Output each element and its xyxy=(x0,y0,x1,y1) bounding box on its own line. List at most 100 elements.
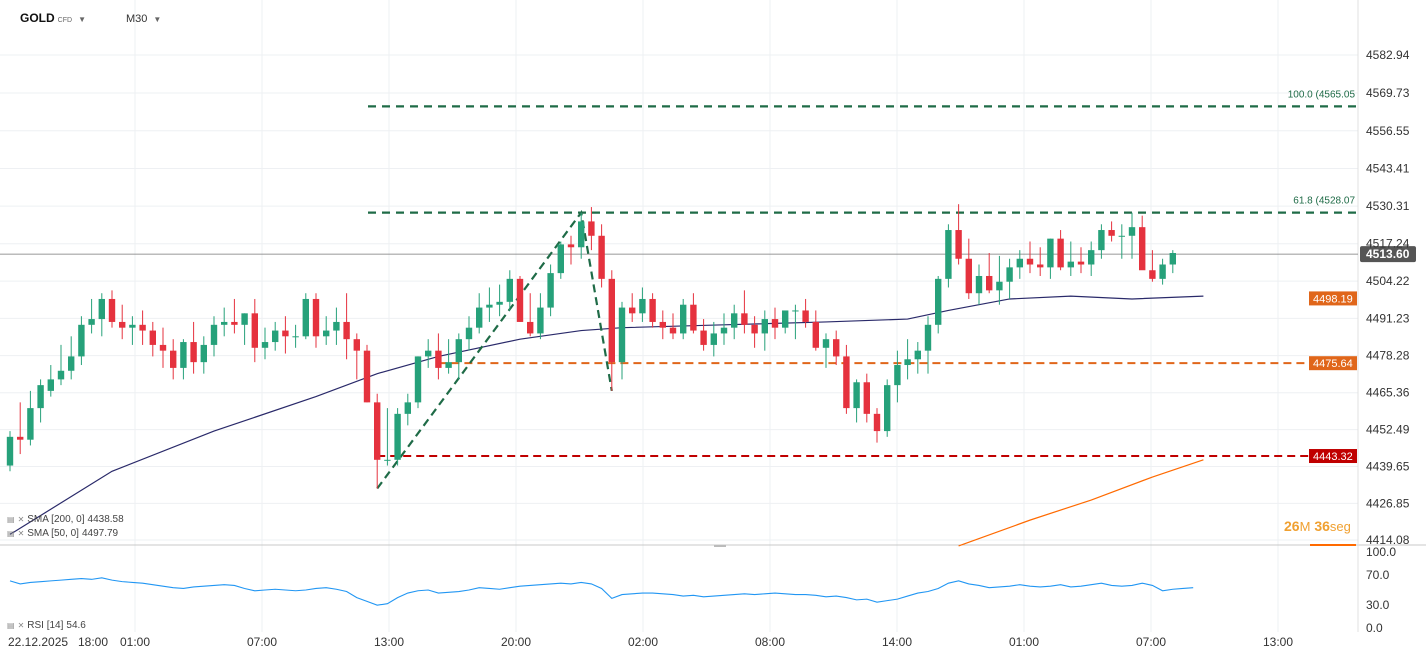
candle[interactable] xyxy=(47,365,54,397)
candle[interactable] xyxy=(629,293,636,322)
candle[interactable] xyxy=(476,293,483,334)
candle[interactable] xyxy=(68,336,75,380)
candle[interactable] xyxy=(190,321,197,374)
candle[interactable] xyxy=(945,224,952,288)
candle[interactable] xyxy=(486,287,493,322)
candle[interactable] xyxy=(343,293,350,360)
candle[interactable] xyxy=(170,339,177,380)
candle[interactable] xyxy=(873,408,881,443)
candle[interactable] xyxy=(323,316,330,345)
candle[interactable] xyxy=(98,293,105,337)
candle[interactable] xyxy=(1088,241,1095,276)
candle[interactable] xyxy=(119,304,126,340)
candle[interactable] xyxy=(578,212,585,259)
candle[interactable] xyxy=(965,238,972,299)
candle[interactable] xyxy=(159,327,167,368)
candle[interactable] xyxy=(353,333,360,380)
close-icon[interactable]: ✕ xyxy=(17,515,25,524)
candle[interactable] xyxy=(761,310,768,351)
candle[interactable] xyxy=(445,339,452,374)
candle[interactable] xyxy=(996,255,1003,305)
candle[interactable] xyxy=(863,373,870,423)
candle[interactable] xyxy=(1067,241,1074,276)
candle[interactable] xyxy=(986,253,993,294)
candle[interactable] xyxy=(292,324,299,348)
candle[interactable] xyxy=(384,408,391,466)
candle[interactable] xyxy=(404,393,411,426)
candle[interactable] xyxy=(496,284,503,317)
candle[interactable] xyxy=(1077,247,1085,274)
candle[interactable] xyxy=(312,293,320,348)
candle[interactable] xyxy=(435,333,442,380)
candlesticks[interactable] xyxy=(6,204,1176,489)
candle[interactable] xyxy=(6,431,14,472)
candle[interactable] xyxy=(955,204,962,265)
candle[interactable] xyxy=(1026,241,1034,274)
sma50-legend[interactable]: ▤ ✕ SMA [50, 0] 4497.79 xyxy=(7,528,118,539)
candle[interactable] xyxy=(221,307,228,337)
candle[interactable] xyxy=(1108,221,1115,242)
candle[interactable] xyxy=(588,207,595,251)
candle[interactable] xyxy=(506,270,513,311)
timeframe-selector[interactable]: M30 ▼ xyxy=(126,13,161,25)
candle[interactable] xyxy=(975,264,983,305)
candle[interactable] xyxy=(1169,250,1176,274)
candle[interactable] xyxy=(924,316,932,374)
candle[interactable] xyxy=(782,310,789,334)
candle[interactable] xyxy=(608,270,615,391)
candle[interactable] xyxy=(261,327,269,360)
candle[interactable] xyxy=(547,264,554,317)
candle[interactable] xyxy=(659,310,666,340)
candle[interactable] xyxy=(394,408,401,466)
candle[interactable] xyxy=(527,293,534,337)
candle[interactable] xyxy=(1047,238,1054,279)
candle[interactable] xyxy=(833,330,840,366)
candle[interactable] xyxy=(884,379,891,437)
candle[interactable] xyxy=(802,298,809,328)
candle[interactable] xyxy=(200,336,207,374)
candle[interactable] xyxy=(425,339,432,368)
candle[interactable] xyxy=(149,321,156,357)
candle[interactable] xyxy=(17,402,24,455)
candle[interactable] xyxy=(567,235,575,265)
candle[interactable] xyxy=(720,313,728,345)
candle[interactable] xyxy=(57,344,65,386)
candle[interactable] xyxy=(1098,224,1105,259)
candle[interactable] xyxy=(272,321,279,351)
candle[interactable] xyxy=(282,316,289,354)
candle[interactable] xyxy=(414,356,422,409)
candle[interactable] xyxy=(669,313,677,340)
candle[interactable] xyxy=(639,287,646,322)
settings-icon[interactable]: ▤ xyxy=(7,529,15,538)
settings-icon[interactable]: ▤ xyxy=(7,515,15,524)
candle[interactable] xyxy=(374,393,381,489)
close-icon[interactable]: ✕ xyxy=(17,529,25,538)
candle[interactable] xyxy=(241,313,248,345)
candle[interactable] xyxy=(139,310,146,345)
candle[interactable] xyxy=(363,344,371,403)
candle[interactable] xyxy=(1139,215,1146,271)
candle[interactable] xyxy=(1159,258,1166,285)
candle[interactable] xyxy=(108,290,116,328)
candle[interactable] xyxy=(1149,250,1156,282)
candle[interactable] xyxy=(1118,224,1125,259)
candle[interactable] xyxy=(690,293,697,334)
candle[interactable] xyxy=(843,344,850,414)
candle[interactable] xyxy=(649,293,656,328)
candle[interactable] xyxy=(904,339,911,380)
candle[interactable] xyxy=(1057,230,1064,271)
candle[interactable] xyxy=(465,316,473,351)
sma200-legend[interactable]: ▤ ✕ SMA [200, 0] 4438.58 xyxy=(7,514,124,525)
candle[interactable] xyxy=(1037,247,1044,276)
candle[interactable] xyxy=(822,333,830,368)
candle[interactable] xyxy=(129,316,136,345)
candle[interactable] xyxy=(914,342,921,374)
candle[interactable] xyxy=(37,379,44,423)
candle[interactable] xyxy=(751,316,758,348)
candle[interactable] xyxy=(935,275,942,334)
candle[interactable] xyxy=(88,298,95,334)
candle[interactable] xyxy=(302,293,309,340)
candle[interactable] xyxy=(1128,212,1136,259)
rsi-legend[interactable]: ▤ ✕ RSI [14] 54.6 xyxy=(7,620,86,631)
